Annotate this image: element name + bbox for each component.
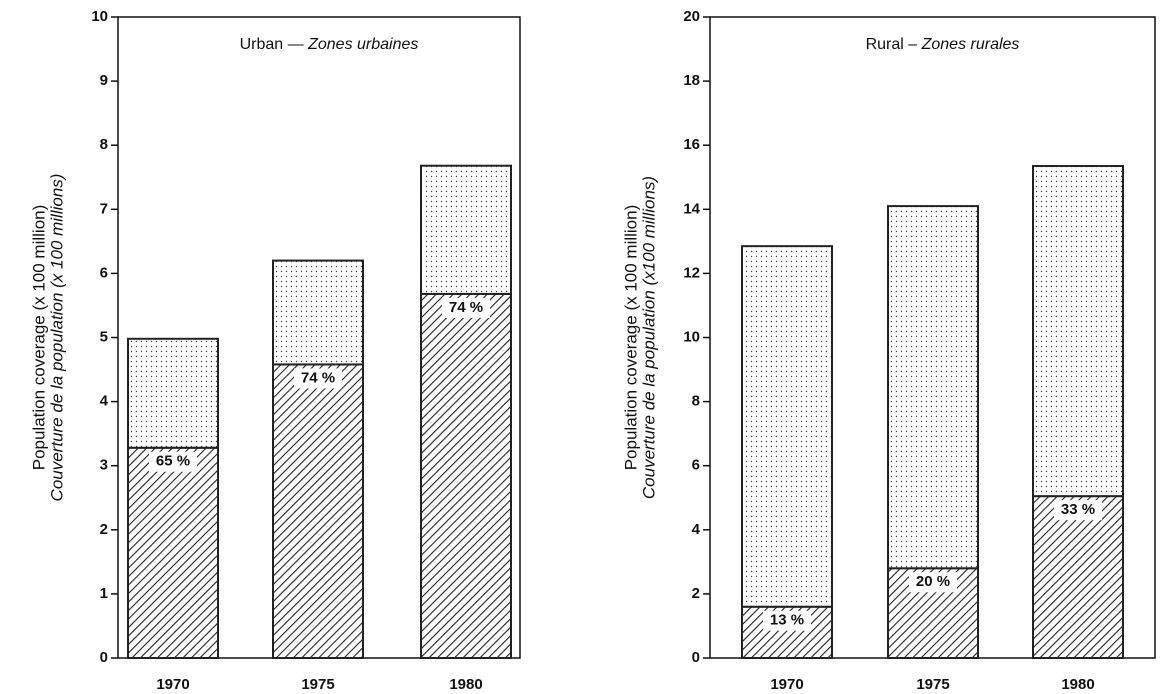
y-tick-label: 2 — [100, 521, 108, 538]
bar-segment — [127, 446, 219, 660]
coverage-label: 65 % — [149, 451, 197, 472]
y-tick-label: 12 — [683, 264, 700, 281]
y-tick-label: 6 — [100, 264, 108, 281]
title-fr: Zones rurales — [921, 36, 1020, 53]
bar-segment — [741, 245, 833, 608]
label-box — [909, 572, 957, 593]
label-box — [1054, 500, 1102, 521]
y-tick-label: 6 — [692, 457, 700, 474]
bar-segment — [1032, 495, 1124, 659]
x-tick-label: 1980 — [1061, 676, 1094, 693]
bar-segment — [272, 259, 364, 366]
coverage-label: 20 % — [909, 572, 957, 593]
coverage-percent: 65 % — [156, 453, 190, 470]
chart-title: Urban — Zones urbaines — [240, 36, 419, 53]
label-box — [149, 451, 197, 472]
y-tick-label: 4 — [692, 521, 701, 538]
y-tick-label: 0 — [692, 649, 700, 666]
y-tick-label: 7 — [100, 200, 108, 217]
y-tick-label: 1 — [100, 585, 108, 602]
y-axis-label-fr: Couverture de la population (x 100 milli… — [47, 174, 66, 502]
y-axis-label: Population coverage (x 100 million) — [621, 205, 640, 471]
label-box — [442, 297, 490, 318]
title-en: Rural – — [866, 36, 918, 53]
y-tick-label: 0 — [100, 649, 108, 666]
coverage-percent: 74 % — [301, 369, 335, 386]
x-tick-label: 1970 — [770, 676, 803, 693]
coverage-percent: 33 % — [1061, 501, 1095, 518]
chart-title: Rural – Zones rurales — [866, 36, 1020, 53]
y-tick-label: 2 — [692, 585, 700, 602]
bar-segment — [420, 164, 512, 295]
y-tick-label: 3 — [100, 457, 108, 474]
y-tick-label: 9 — [100, 72, 108, 89]
bar-segment — [127, 337, 219, 449]
bar-segment — [420, 292, 512, 659]
y-tick-label: 5 — [100, 328, 108, 345]
title-fr: Zones urbaines — [307, 36, 418, 53]
y-tick-label: 8 — [692, 393, 700, 410]
coverage-percent: 20 % — [916, 573, 950, 590]
y-tick-label: 4 — [100, 393, 109, 410]
y-tick-label: 18 — [683, 72, 700, 89]
x-tick-label: 1970 — [156, 676, 189, 693]
title-en: Urban — — [240, 36, 304, 53]
x-tick-label: 1975 — [916, 676, 949, 693]
coverage-label: 74 % — [294, 368, 342, 389]
bar-segment — [887, 567, 979, 660]
y-tick-label: 14 — [683, 200, 700, 217]
bar-segment — [272, 363, 364, 659]
label-box — [763, 610, 811, 631]
y-tick-label: 8 — [100, 136, 108, 153]
y-tick-label: 20 — [683, 8, 700, 25]
y-tick-label: 10 — [91, 8, 108, 25]
coverage-label: 74 % — [442, 297, 490, 318]
coverage-label: 13 % — [763, 610, 811, 631]
bar-segment — [1032, 165, 1124, 498]
bar-segment — [741, 605, 833, 659]
coverage-label: 33 % — [1054, 500, 1102, 521]
x-tick-label: 1980 — [449, 676, 482, 693]
y-axis-label: Population coverage (x 100 million) — [29, 205, 48, 471]
coverage-percent: 13 % — [770, 612, 804, 629]
bar-segment — [887, 205, 979, 570]
x-tick-label: 1975 — [301, 676, 334, 693]
coverage-percent: 74 % — [449, 299, 483, 316]
y-axis-label-fr: Couverture de la population (x100 millio… — [639, 176, 658, 499]
label-box — [294, 368, 342, 389]
y-tick-label: 10 — [683, 328, 700, 345]
y-tick-label: 16 — [683, 136, 700, 153]
